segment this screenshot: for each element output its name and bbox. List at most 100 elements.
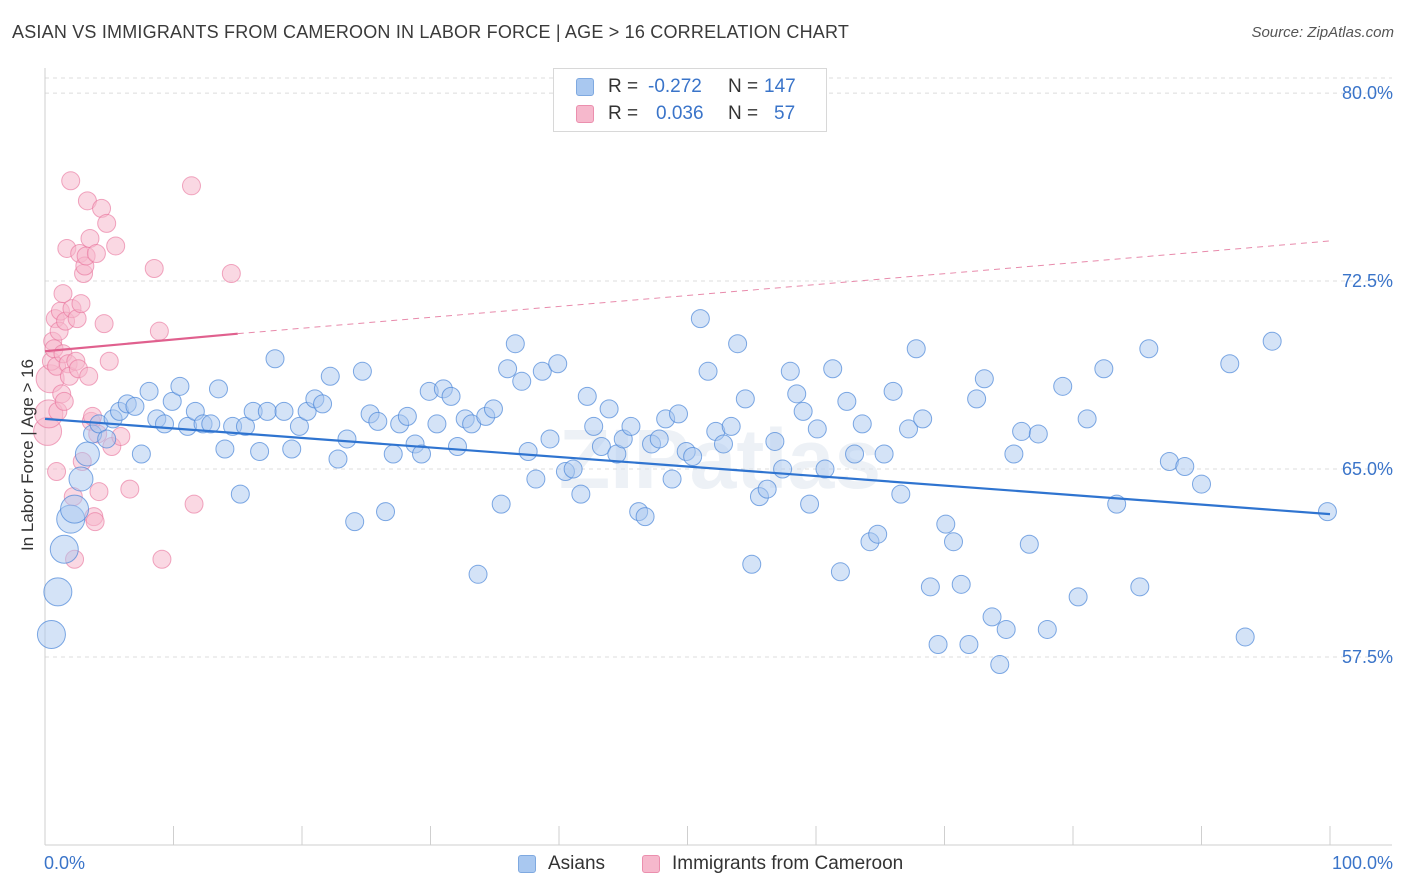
asians-point [1004,444,1024,464]
asians-point [131,444,151,464]
asians-point [883,381,903,401]
cameroon-point [221,264,241,284]
asians-point [505,334,525,354]
trend-lines [44,240,1331,516]
r-value: 0.036 [656,103,704,124]
asians-point [683,447,703,466]
asians-point [491,494,511,514]
asians-point [757,479,777,499]
asians-point [800,494,820,514]
cameroon-point [149,321,169,341]
asians-point [1019,534,1039,554]
asians-point [1068,587,1088,607]
asians-point [787,384,807,404]
asians-point [447,436,467,456]
asians-point [1077,409,1097,429]
y-tick-label: 57.5% [1342,647,1393,667]
legend-row-asians: R = -0.272 N = 147 [576,74,796,100]
asians-point [532,361,552,381]
asians-point [1037,619,1057,639]
asians-point [468,564,488,584]
asians-point [823,359,843,379]
asians-point [540,429,560,449]
asians-point [1053,376,1073,396]
asians-point [250,441,270,461]
cameroon-point [181,176,201,196]
asians-point [1220,354,1240,374]
cameroon-point [120,479,140,499]
asians-point [397,406,417,426]
asians-point [837,391,857,411]
asians-point [996,619,1016,639]
asians-point [125,396,145,416]
asians-point [345,512,365,532]
asians-point [735,389,755,409]
asians-point [690,309,710,329]
asians-point [974,369,994,389]
x-tick-label: 0.0% [44,853,85,873]
y-tick-labels: 57.5% 65.0% 72.5% 80.0% [1342,83,1393,667]
asians-point [649,429,669,449]
asians-point [1262,331,1282,351]
asians-point [920,577,940,597]
x-tick-label: 100.0% [1332,853,1393,873]
asians-point [662,469,682,489]
n-value: 147 [764,76,796,97]
asians-point [599,399,619,419]
asians-point [1317,502,1337,522]
asians-point [584,416,604,436]
asians-point [201,414,221,434]
asians-point [868,524,888,544]
asians-point [577,386,597,406]
n-value: 57 [774,103,796,124]
asians-point [337,429,357,449]
asians-point [773,459,793,479]
asians-point [1139,339,1159,359]
asians-point [1235,627,1255,647]
asians-point [512,371,532,391]
legend-row-cameroon: R = 0.036 N = 57 [576,101,795,127]
y-tick-label: 80.0% [1342,83,1393,103]
asians-point [97,429,117,449]
asians-point [548,354,568,374]
asians-point [74,441,100,467]
n-label: N = [728,76,759,97]
cameroon-point [71,294,91,314]
cameroon-point [54,391,74,411]
asians-point [235,416,255,436]
y-axis-label: In Labor Force | Age > 16 [18,359,37,551]
asians-point [274,401,294,421]
correlation-legend: R = -0.272 N = 147 R = 0.036 N = 57 [553,68,827,132]
asians-point [830,562,850,582]
asians-point [313,394,333,414]
asians-point [383,444,403,464]
cameroon-point [184,494,204,514]
asians-point [427,414,447,434]
x-tick-labels: 0.0% 100.0% [44,853,1393,873]
cameroon-point [86,243,106,263]
asians-swatch [576,78,594,96]
asians-point [155,414,175,434]
cameroon-point [97,213,117,233]
asians-point [1012,421,1032,441]
cameroon-point [53,284,73,304]
axes [44,68,1392,846]
cameroon-trend-extension [237,240,1331,335]
cameroon-point [79,366,99,386]
asians-point [376,502,396,522]
asians-point [60,494,90,524]
cameroon-point [144,259,164,279]
asians-point [139,381,159,401]
cameroon-point [61,171,81,191]
asians-point [571,484,591,504]
asians-point [1175,457,1195,477]
asians-point [780,361,800,381]
asians-point [36,619,66,649]
asians-point [852,414,872,434]
asians-point [208,379,228,399]
asians-point [891,484,911,504]
asians-point [1130,577,1150,597]
cameroon-trend-line [44,332,238,353]
asians-point [959,634,979,654]
